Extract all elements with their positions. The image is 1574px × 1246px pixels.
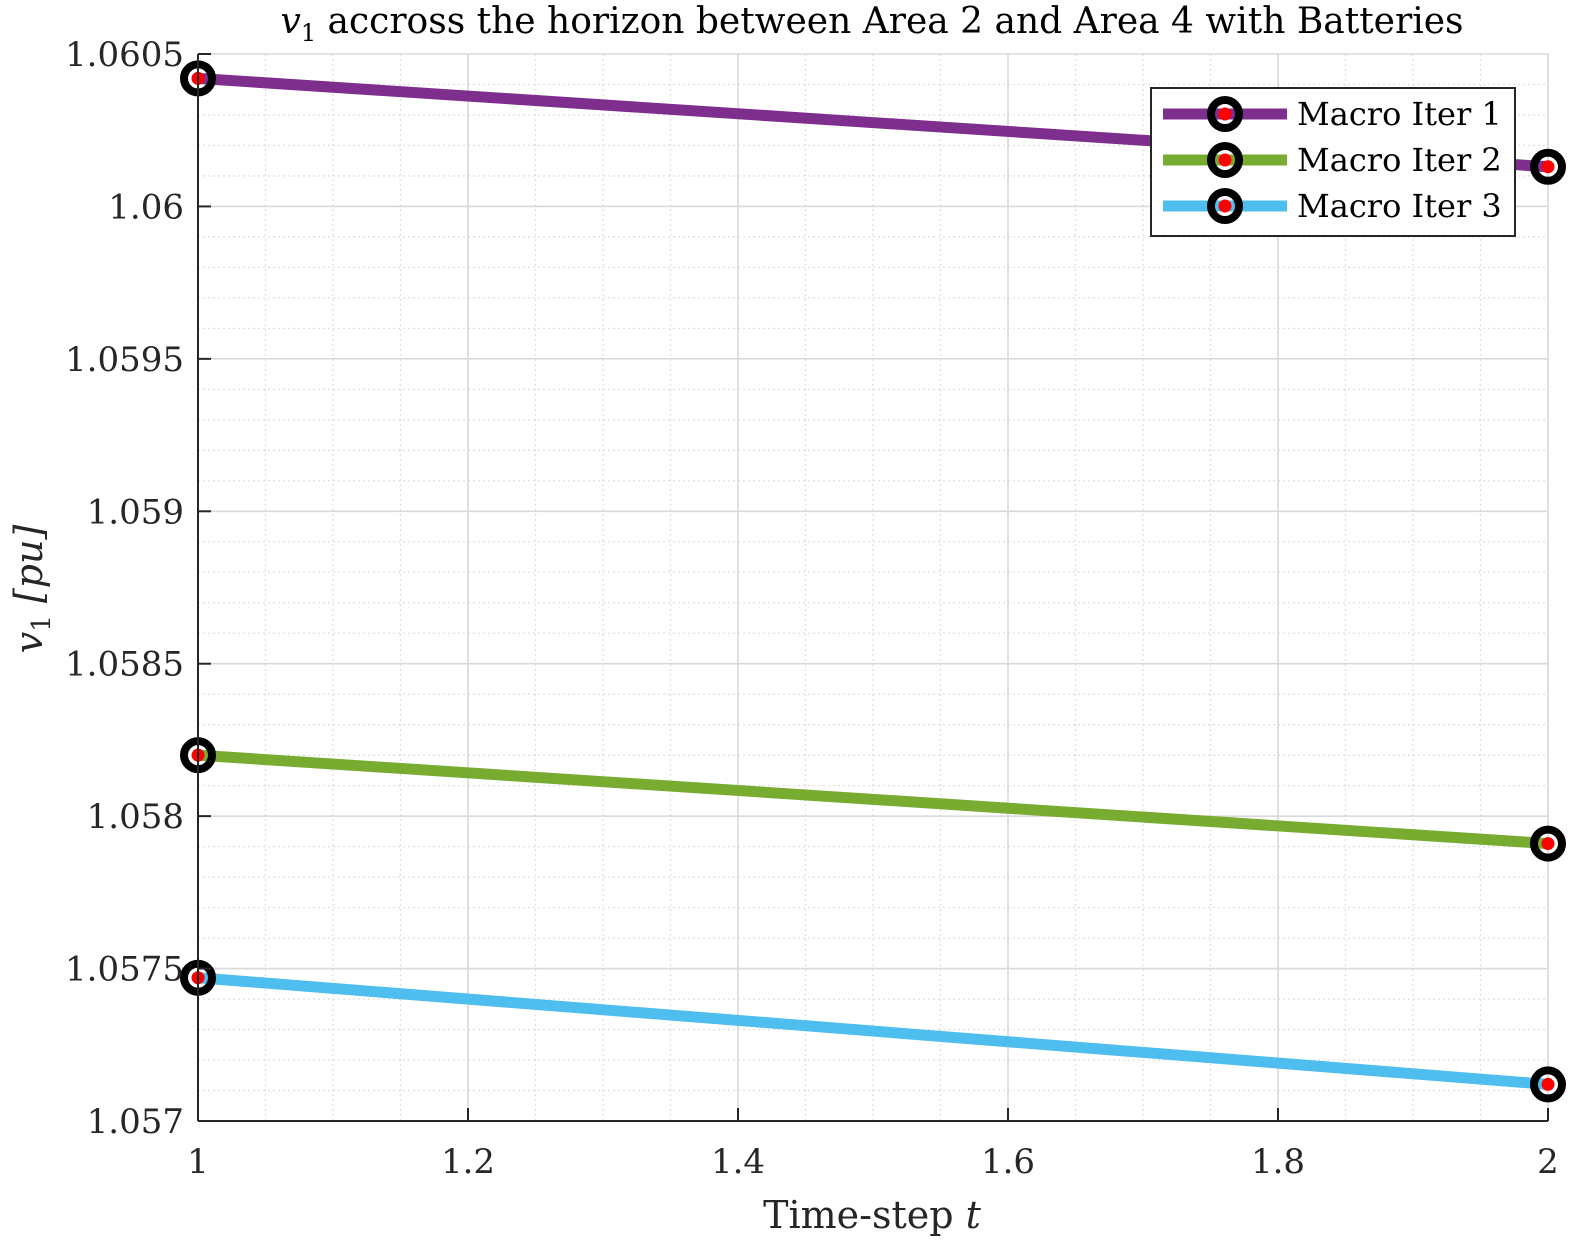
legend-marker-center bbox=[1218, 107, 1232, 121]
y-tick-label: 1.057 bbox=[87, 1102, 184, 1142]
y-axis-label: v1 [pu] bbox=[7, 525, 57, 654]
x-axis-label: Time-step t bbox=[763, 1193, 982, 1237]
chart-title: v1 accross the horizon between Area 2 an… bbox=[280, 1, 1463, 47]
x-tick-label: 1 bbox=[187, 1142, 209, 1182]
x-tick-label: 1.6 bbox=[981, 1142, 1035, 1182]
x-tick-label: 1.4 bbox=[711, 1142, 765, 1182]
x-tick-labels: 1 1.2 1.4 1.6 1.8 2 bbox=[187, 1142, 1559, 1182]
y-tick-label: 1.0585 bbox=[65, 645, 184, 685]
y-tick-label: 1.0595 bbox=[65, 340, 184, 380]
legend: Macro Iter 1 Macro Iter 2 Macro Iter 3 bbox=[1150, 87, 1516, 237]
legend-marker bbox=[1207, 96, 1243, 132]
series-line-3 bbox=[197, 972, 1549, 1090]
legend-marker bbox=[1207, 188, 1243, 224]
legend-label-1: Macro Iter 1 bbox=[1297, 95, 1502, 133]
data-point-marker-center bbox=[1541, 1077, 1555, 1091]
data-point-marker-center bbox=[1541, 160, 1555, 174]
data-point-marker bbox=[1530, 1066, 1566, 1103]
data-point-marker bbox=[1530, 825, 1566, 862]
data-point-marker bbox=[1530, 148, 1566, 185]
legend-label-3: Macro Iter 3 bbox=[1297, 187, 1502, 225]
x-tick-label: 1.2 bbox=[441, 1142, 495, 1182]
series-line-2 bbox=[197, 749, 1549, 850]
y-tick-label: 1.06 bbox=[108, 187, 184, 227]
legend-marker bbox=[1207, 142, 1243, 178]
legend-marker-center bbox=[1218, 153, 1232, 167]
legend-label-2: Macro Iter 2 bbox=[1297, 141, 1502, 179]
y-tick-label: 1.058 bbox=[87, 797, 184, 837]
legend-marker-center bbox=[1218, 199, 1232, 213]
axes bbox=[197, 53, 1549, 1122]
y-tick-label: 1.0575 bbox=[65, 950, 184, 990]
data-point-marker-center bbox=[1541, 837, 1555, 851]
x-tick-label: 2 bbox=[1537, 1142, 1559, 1182]
x-tick-label: 1.8 bbox=[1251, 1142, 1305, 1182]
y-tick-labels: 1.057 1.0575 1.058 1.0585 1.059 1.0595 1.06 1.0… bbox=[65, 35, 184, 1142]
y-tick-label: 1.059 bbox=[87, 492, 184, 532]
y-tick-label: 1.0605 bbox=[65, 35, 184, 75]
